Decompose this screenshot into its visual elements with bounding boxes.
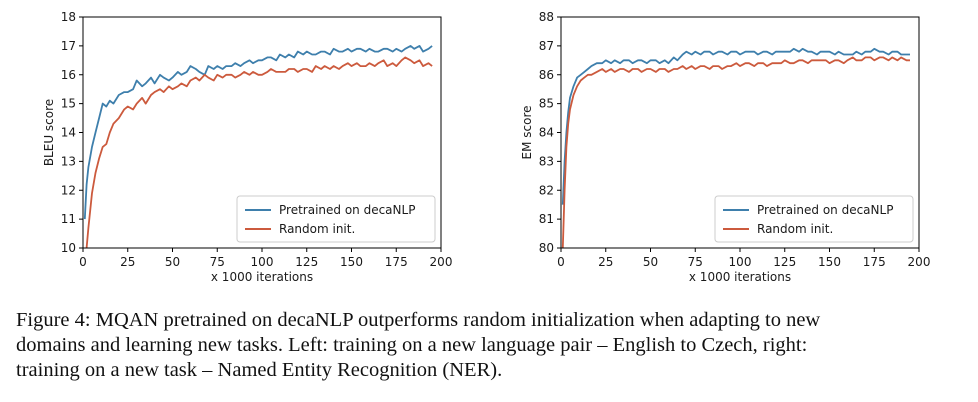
x-tick-label: 75 xyxy=(688,255,703,269)
series-line-pretrained xyxy=(83,45,433,220)
chart-right-em: 0 25 50 75 100 125 150 175 200 80 81 82 83 84 85 86 87 88… xyxy=(520,10,930,284)
caption-line: domains and learning new tasks. Left: tr… xyxy=(16,334,808,356)
caption-line: Figure 4: MQAN pretrained on decaNLP out… xyxy=(16,309,821,331)
y-tick-label: 88 xyxy=(539,10,554,24)
series-line-random-init xyxy=(561,56,910,248)
x-tick-label: 25 xyxy=(120,255,135,269)
y-tick-label: 10 xyxy=(61,241,76,255)
x-axis-label: x 1000 iterations xyxy=(689,270,791,284)
x-tick-label: 175 xyxy=(863,255,886,269)
y-axis-label: EM score xyxy=(520,106,534,160)
legend-label: Random init. xyxy=(757,222,833,236)
y-tick-label: 14 xyxy=(61,126,76,140)
legend-box xyxy=(236,195,436,243)
x-tick-label: 50 xyxy=(165,255,180,269)
y-tick-label: 11 xyxy=(61,212,76,226)
x-tick-label: 100 xyxy=(251,255,274,269)
y-tick-label: 84 xyxy=(539,126,554,140)
y-tick-label: 85 xyxy=(539,97,554,111)
x-tick-label: 175 xyxy=(385,255,408,269)
x-axis-label: x 1000 iterations xyxy=(211,270,313,284)
series-line-random-init xyxy=(85,56,433,248)
y-tick-label: 15 xyxy=(61,97,76,111)
chart-left-bleu: 0 25 50 75 100 125 150 175 200 10 11 12 13 14 15 16 17 18… xyxy=(42,10,452,284)
x-tick-label: 125 xyxy=(773,255,796,269)
y-tick-label: 13 xyxy=(61,154,76,168)
y-tick-label: 16 xyxy=(61,68,76,82)
x-tick-label: 75 xyxy=(210,255,225,269)
x-tick-label: 150 xyxy=(340,255,363,269)
caption-line: training on a new task – Named Entity Re… xyxy=(16,359,503,381)
x-tick-label: 25 xyxy=(598,255,613,269)
y-tick-label: 81 xyxy=(539,212,554,226)
y-axis-label: BLEU score xyxy=(42,99,56,166)
x-tick-label: 0 xyxy=(79,255,87,269)
y-tick-label: 17 xyxy=(61,39,76,53)
x-tick-label: 125 xyxy=(295,255,318,269)
legend-label: Pretrained on decaNLP xyxy=(757,203,893,217)
y-tick-label: 86 xyxy=(539,68,554,82)
series-line-pretrained xyxy=(561,47,910,205)
x-tick-label: 200 xyxy=(430,255,453,269)
x-tick-label: 100 xyxy=(729,255,752,269)
y-tick-label: 80 xyxy=(539,241,554,255)
legend-label: Random init. xyxy=(279,222,355,236)
x-tick-label: 0 xyxy=(557,255,565,269)
figure-caption: Figure 4: MQAN pretrained on decaNLP out… xyxy=(16,308,966,383)
legend-label: Pretrained on decaNLP xyxy=(279,203,415,217)
x-tick-label: 50 xyxy=(643,255,658,269)
x-tick-label: 200 xyxy=(908,255,931,269)
y-tick-label: 18 xyxy=(61,10,76,24)
x-tick-label: 150 xyxy=(818,255,841,269)
y-tick-label: 82 xyxy=(539,183,554,197)
legend-box xyxy=(714,195,914,243)
y-tick-label: 83 xyxy=(539,154,554,168)
y-tick-label: 87 xyxy=(539,39,554,53)
y-tick-label: 12 xyxy=(61,183,76,197)
